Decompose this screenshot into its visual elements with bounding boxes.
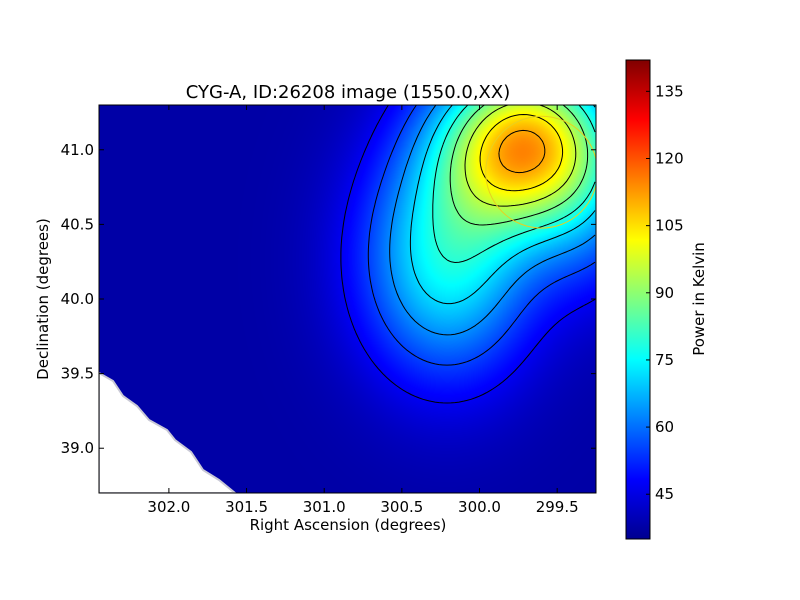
contour-lines	[340, 105, 596, 404]
y-axis-label: Declination (degrees)	[34, 218, 52, 380]
contour-line	[464, 105, 577, 207]
contour-line	[449, 105, 589, 226]
contour-line	[340, 105, 596, 404]
contour-line	[367, 105, 596, 366]
colorbar	[625, 59, 651, 540]
x-tick-label: 300.0	[458, 498, 501, 516]
blank-region-shape	[99, 371, 237, 493]
x-tick-label: 301.5	[225, 498, 268, 516]
x-tick-label: 302.0	[147, 498, 190, 516]
contour-line	[432, 105, 596, 263]
colorbar-label: Power in Kelvin	[690, 242, 708, 356]
colorbar-tick-label: 105	[655, 217, 684, 235]
x-tick-label: 301.0	[303, 498, 346, 516]
y-tick-label: 41.0	[61, 141, 94, 159]
colorbar-tick-label: 75	[655, 351, 674, 369]
blank-region	[99, 371, 237, 493]
chart-title: CYG-A, ID:26208 image (1550.0,XX)	[186, 82, 510, 103]
y-axis: 39.0 39.5 40.0 40.5 41.0	[61, 141, 596, 457]
colorbar-tick-label: 45	[655, 485, 674, 503]
colorbar-axis: 45 60 75 90 105 120 135	[646, 82, 684, 503]
y-tick-label: 40.0	[61, 290, 94, 308]
colorbar-tick-label: 120	[655, 149, 684, 167]
x-axis-label: Right Ascension (degrees)	[250, 516, 447, 534]
y-tick-label: 39.5	[61, 365, 94, 383]
colorbar-tick-label: 135	[655, 82, 684, 100]
colorbar-tick-label: 60	[655, 418, 674, 436]
contour-line	[389, 105, 596, 336]
contour-line	[498, 129, 546, 174]
heatmap-image	[99, 105, 596, 493]
x-tick-label: 300.5	[380, 498, 423, 516]
y-tick-label: 40.5	[61, 215, 94, 233]
contour-line	[409, 105, 596, 305]
colorbar-tick-label: 90	[655, 284, 674, 302]
contour-line	[479, 114, 564, 192]
y-tick-label: 39.0	[61, 439, 94, 457]
x-tick-label: 299.5	[536, 498, 579, 516]
source-circle	[485, 115, 596, 229]
x-axis: 302.0 301.5 301.0 300.5 300.0 299.5	[147, 105, 579, 516]
source-circle-layer	[485, 115, 596, 229]
